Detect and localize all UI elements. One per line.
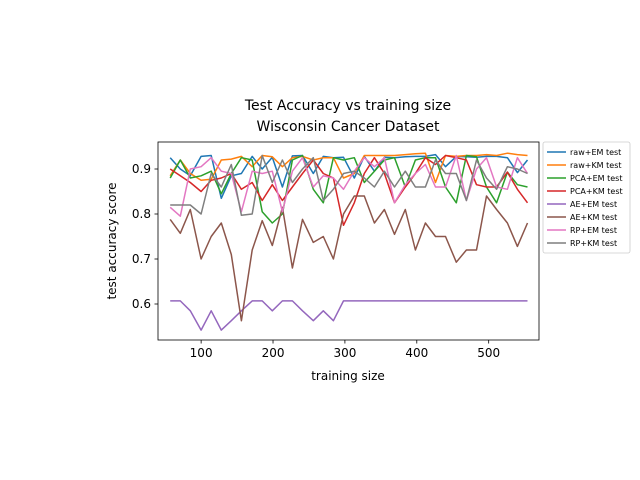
series-line-8 <box>170 154 528 217</box>
legend-entry: AE+EM test <box>570 200 617 209</box>
legend-entry: raw+EM test <box>570 148 621 157</box>
x-tick-label: 500 <box>477 346 500 360</box>
y-axis-label: test accuracy score <box>105 182 119 299</box>
legend-entry: AE+KM test <box>570 213 617 222</box>
x-axis: 100 200 300 400 500 <box>190 340 500 360</box>
y-tick-label: 0.9 <box>132 162 151 176</box>
legend-entry: PCA+KM test <box>570 187 623 196</box>
legend-entry: RP+EM test <box>570 226 617 235</box>
legend-entry: PCA+EM test <box>570 174 622 183</box>
legend: raw+EM test raw+KM test PCA+EM test PCA+KM … <box>542 141 631 254</box>
chart-title: Test Accuracy vs training size <box>244 98 451 114</box>
chart-subtitle: Wisconsin Cancer Dataset <box>257 119 440 135</box>
series-line-1 <box>169 153 529 200</box>
legend-frame <box>542 141 631 254</box>
series-line-4 <box>169 154 529 227</box>
x-axis-label: training size <box>311 369 385 383</box>
series-line-5 <box>170 300 528 331</box>
x-tick-label: 100 <box>190 346 213 360</box>
y-tick-label: 0.7 <box>132 252 151 266</box>
plot-lines <box>169 152 529 331</box>
y-axis: 0.6 0.7 0.8 0.9 <box>132 162 158 311</box>
x-tick-label: 400 <box>405 346 428 360</box>
series-line-3 <box>169 154 528 224</box>
y-tick-label: 0.8 <box>132 207 151 221</box>
y-tick-label: 0.6 <box>132 297 151 311</box>
legend-entry: RP+KM test <box>570 239 617 248</box>
x-tick-label: 200 <box>262 346 285 360</box>
legend-entry: raw+KM test <box>570 161 622 170</box>
series-line-6 <box>169 195 529 322</box>
plot-frame <box>157 141 540 341</box>
x-tick-label: 300 <box>333 346 356 360</box>
